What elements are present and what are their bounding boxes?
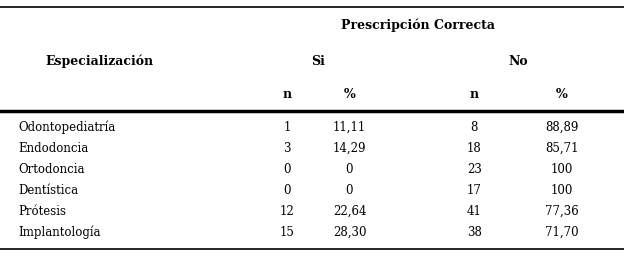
Text: 71,70: 71,70 [545, 225, 578, 237]
Text: 3: 3 [283, 141, 291, 154]
Text: Odontopediatría: Odontopediatría [19, 120, 116, 134]
Text: 11,11: 11,11 [333, 121, 366, 133]
Text: 38: 38 [467, 225, 482, 237]
Text: Dentística: Dentística [19, 183, 79, 196]
Text: 28,30: 28,30 [333, 225, 366, 237]
Text: %: % [344, 88, 355, 100]
Text: Especialización: Especialización [46, 54, 154, 68]
Text: 0: 0 [346, 183, 353, 196]
Text: Implantología: Implantología [19, 225, 101, 238]
Text: n: n [283, 88, 291, 100]
Text: 22,64: 22,64 [333, 204, 366, 217]
Text: 77,36: 77,36 [545, 204, 578, 217]
Text: 12: 12 [280, 204, 295, 217]
Text: Si: Si [311, 55, 325, 67]
Text: 85,71: 85,71 [545, 141, 578, 154]
Text: 0: 0 [283, 162, 291, 175]
Text: 8: 8 [470, 121, 478, 133]
Text: 100: 100 [550, 162, 573, 175]
Text: Endodoncia: Endodoncia [19, 141, 89, 154]
Text: Ortodoncia: Ortodoncia [19, 162, 85, 175]
Text: n: n [470, 88, 479, 100]
Text: 14,29: 14,29 [333, 141, 366, 154]
Text: Prescripción Correcta: Prescripción Correcta [341, 19, 495, 32]
Text: 0: 0 [283, 183, 291, 196]
Text: 18: 18 [467, 141, 482, 154]
Text: 0: 0 [346, 162, 353, 175]
Text: No: No [508, 55, 528, 67]
Text: 1: 1 [283, 121, 291, 133]
Text: %: % [556, 88, 567, 100]
Text: 41: 41 [467, 204, 482, 217]
Text: 100: 100 [550, 183, 573, 196]
Text: 88,89: 88,89 [545, 121, 578, 133]
Text: 15: 15 [280, 225, 295, 237]
Text: 17: 17 [467, 183, 482, 196]
Text: 23: 23 [467, 162, 482, 175]
Text: Prótesis: Prótesis [19, 204, 67, 217]
